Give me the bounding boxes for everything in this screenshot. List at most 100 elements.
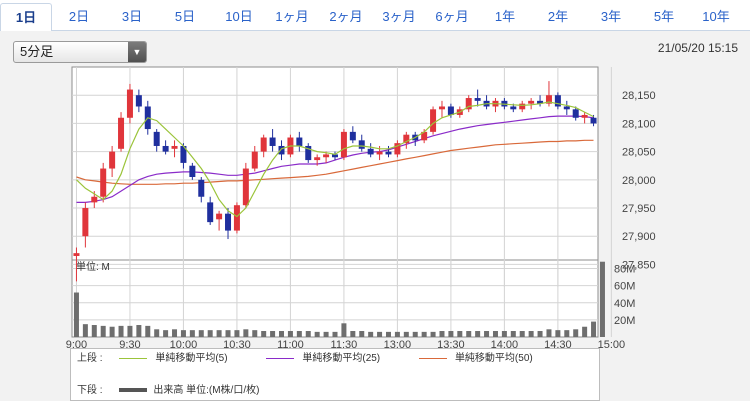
candle-body bbox=[82, 208, 89, 237]
tab-9[interactable]: 1年 bbox=[494, 9, 516, 24]
candle-body bbox=[135, 95, 142, 107]
price-tick-label: 28,100 bbox=[622, 118, 656, 130]
volume-bar bbox=[207, 330, 213, 337]
candle-body bbox=[73, 253, 80, 256]
candle-body bbox=[430, 109, 437, 132]
candle-body bbox=[385, 151, 392, 155]
tab-3[interactable]: 5日 bbox=[174, 9, 196, 24]
price-tick-label: 28,150 bbox=[622, 90, 656, 102]
candle-body bbox=[367, 148, 374, 155]
volume-bar bbox=[377, 331, 383, 337]
candle-body bbox=[394, 143, 401, 155]
volume-tick-label: 20M bbox=[614, 315, 635, 327]
volume-bar bbox=[573, 329, 579, 337]
candle-body bbox=[545, 95, 552, 104]
candle-body bbox=[323, 154, 330, 158]
tab-4[interactable]: 10日 bbox=[225, 9, 253, 24]
volume-bar bbox=[448, 331, 454, 337]
volume-bar bbox=[385, 331, 391, 337]
candle-body bbox=[118, 117, 125, 149]
legend-volume-swatch bbox=[119, 388, 148, 393]
legend-ma50: 単純移動平均(50) bbox=[454, 353, 533, 364]
candlestick-chart: 9:00 9:30 10:00 10:30 11:00 11:30 13:00 13:30 14… bbox=[66, 66, 656, 348]
candle-body bbox=[403, 134, 410, 144]
tab-5[interactable]: 1ヶ月 bbox=[275, 9, 309, 24]
tab-0[interactable]: 1日 bbox=[0, 3, 52, 32]
candle-body bbox=[314, 157, 321, 161]
tab-1[interactable]: 2日 bbox=[68, 9, 90, 24]
volume-bar bbox=[359, 331, 365, 337]
chevron-down-icon[interactable]: ▼ bbox=[128, 42, 146, 62]
volume-bar bbox=[528, 331, 534, 337]
candle-body bbox=[171, 145, 178, 149]
volume-bar bbox=[154, 329, 160, 337]
x-tick-label: 10:00 bbox=[170, 339, 198, 348]
x-tick-label: 14:30 bbox=[544, 339, 572, 348]
candle-body bbox=[242, 168, 249, 206]
ma5-line bbox=[76, 101, 594, 218]
volume-bar bbox=[492, 331, 498, 337]
volume-bar bbox=[172, 329, 178, 337]
x-tick-label: 10:30 bbox=[223, 339, 251, 348]
volume-bar bbox=[323, 331, 329, 337]
candle-body bbox=[109, 151, 116, 169]
tab-10[interactable]: 2年 bbox=[547, 9, 569, 24]
tab-2[interactable]: 3日 bbox=[121, 9, 143, 24]
timestamp: 21/05/20 15:15 bbox=[657, 41, 738, 55]
volume-bar bbox=[189, 330, 195, 337]
volume-bar bbox=[270, 331, 276, 337]
volume-bar bbox=[136, 325, 142, 337]
candle-body bbox=[519, 103, 526, 110]
price-tick-label: 27,850 bbox=[622, 259, 656, 271]
legend-volume: 出来高 単位:(M株/口/枚) bbox=[153, 385, 260, 396]
tab-13[interactable]: 10年 bbox=[702, 9, 730, 24]
candle-body bbox=[180, 145, 187, 163]
volume-bar bbox=[510, 331, 516, 337]
legend-ma5-swatch bbox=[119, 357, 148, 359]
candle-body bbox=[572, 109, 579, 118]
legend-ma5: 単純移動平均(5) bbox=[155, 353, 228, 364]
interval-select-value: 5分足 bbox=[20, 44, 54, 59]
volume-bar bbox=[439, 331, 445, 337]
candle-body bbox=[198, 179, 205, 197]
tab-11[interactable]: 3年 bbox=[600, 9, 622, 24]
volume-tick-label: 40M bbox=[614, 298, 635, 310]
volume-bar bbox=[519, 331, 525, 337]
candle-body bbox=[305, 145, 312, 161]
x-tick-label: 13:30 bbox=[437, 339, 465, 348]
price-tick-label: 27,950 bbox=[622, 203, 656, 215]
tab-6[interactable]: 2ヶ月 bbox=[329, 9, 363, 24]
legend-ma25-swatch bbox=[266, 357, 295, 359]
candle-body bbox=[590, 117, 597, 124]
volume-bar bbox=[82, 324, 88, 337]
candle-body bbox=[233, 205, 240, 231]
tab-8[interactable]: 6ヶ月 bbox=[435, 9, 469, 24]
volume-bar bbox=[180, 330, 186, 337]
candle-body bbox=[438, 106, 445, 110]
volume-bar bbox=[350, 331, 356, 337]
volume-bar bbox=[91, 325, 97, 337]
interval-select[interactable]: 5分足 ▼ bbox=[13, 41, 147, 63]
volume-bar bbox=[296, 331, 302, 337]
candle-body bbox=[465, 98, 472, 110]
volume-bar bbox=[145, 325, 151, 337]
volume-bar bbox=[100, 325, 106, 337]
tab-12[interactable]: 5年 bbox=[653, 9, 675, 24]
tab-7[interactable]: 3ヶ月 bbox=[382, 9, 416, 24]
volume-bar bbox=[555, 330, 561, 337]
volume-bar bbox=[599, 261, 605, 337]
candle-body bbox=[349, 131, 356, 141]
candle-body bbox=[528, 100, 535, 104]
volume-bar bbox=[564, 330, 570, 337]
volume-bar bbox=[243, 329, 249, 337]
candle-body bbox=[189, 165, 196, 177]
price-tick-label: 28,000 bbox=[622, 175, 656, 187]
ma25-line bbox=[76, 115, 594, 203]
volume-bar bbox=[341, 323, 347, 337]
x-tick-label: 11:00 bbox=[277, 339, 304, 348]
candle-body bbox=[126, 89, 133, 118]
legend-ma25: 単純移動平均(25) bbox=[302, 353, 381, 364]
candle-body bbox=[153, 131, 160, 146]
volume-bar bbox=[163, 330, 169, 337]
volume-tick-label: 60M bbox=[614, 281, 635, 293]
